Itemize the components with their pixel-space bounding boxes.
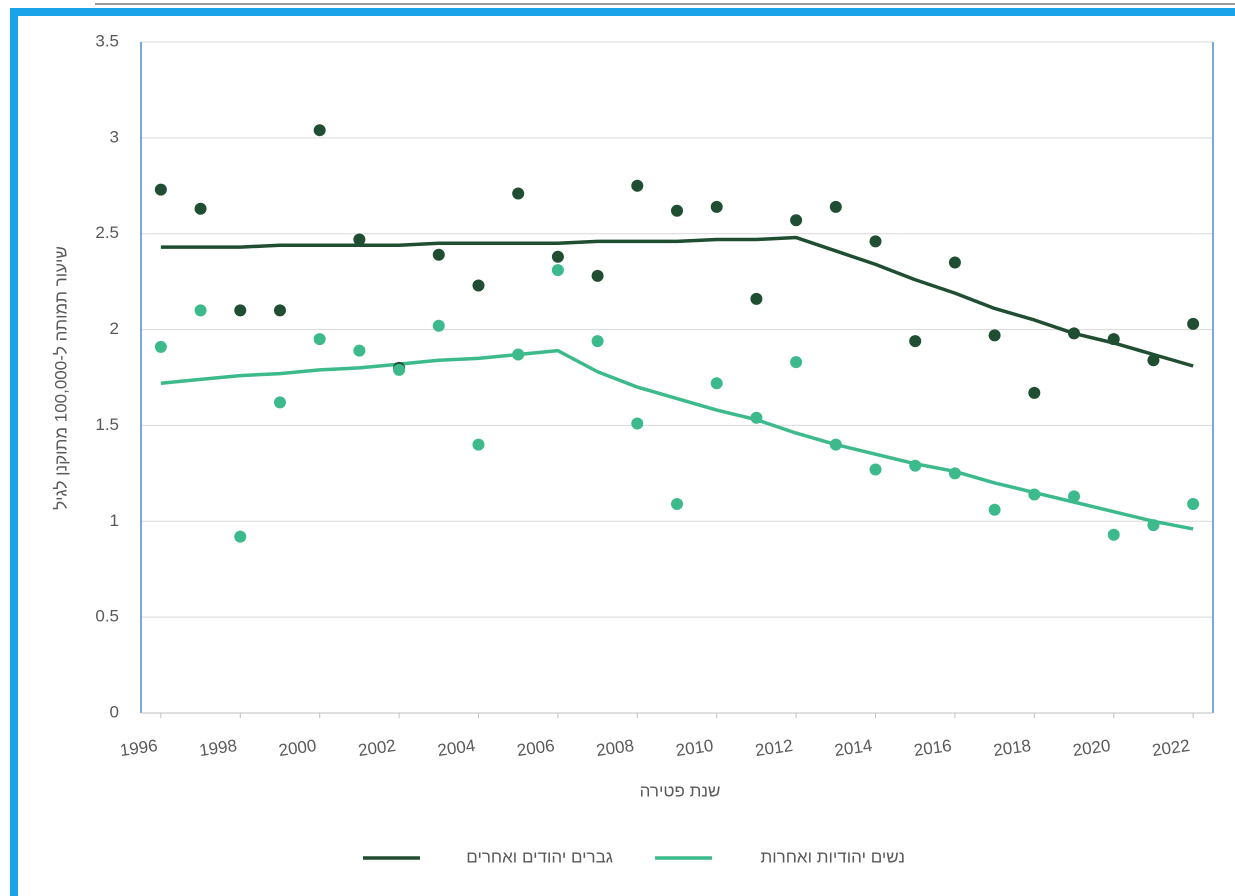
trend-line <box>160 348 1194 531</box>
y-axis-title: שיעור תמותה ל-100,000 מתוקנן לגיל <box>51 246 70 510</box>
point <box>234 530 247 543</box>
legend-label: גברים יהודים ואחרים <box>466 847 613 866</box>
point <box>1187 317 1200 330</box>
point <box>750 292 763 305</box>
point <box>710 377 723 390</box>
y-tick-label: 3.5 <box>95 31 119 50</box>
y-tick-label: 0 <box>110 702 119 721</box>
point <box>1187 498 1200 511</box>
point <box>432 319 445 332</box>
y-tick-label: 0.5 <box>95 607 119 626</box>
y-tick-label: 3 <box>110 127 119 146</box>
point <box>1107 528 1120 541</box>
point <box>512 348 525 361</box>
y-tick-label: 2 <box>110 319 119 338</box>
point <box>194 202 207 215</box>
point <box>393 363 406 376</box>
y-tick-label: 1 <box>110 511 119 530</box>
point <box>790 214 803 227</box>
point <box>353 233 366 246</box>
point <box>194 304 207 317</box>
point <box>472 438 485 451</box>
point <box>234 304 247 317</box>
point <box>472 279 485 292</box>
point <box>988 503 1001 516</box>
point <box>1068 327 1081 340</box>
point <box>154 183 167 196</box>
point <box>671 498 683 511</box>
point <box>353 344 366 357</box>
point <box>1068 490 1081 503</box>
y-tick-label: 2.5 <box>95 223 119 242</box>
point <box>1147 519 1160 532</box>
point <box>829 438 842 451</box>
point <box>869 235 882 248</box>
point <box>631 179 644 192</box>
point <box>273 304 286 317</box>
point <box>313 124 326 137</box>
point <box>829 200 842 213</box>
point <box>909 459 922 472</box>
point <box>432 248 445 261</box>
point <box>154 340 167 353</box>
point <box>591 269 604 282</box>
point <box>909 335 922 348</box>
point <box>671 204 683 217</box>
point <box>273 396 286 409</box>
point <box>869 463 882 476</box>
point <box>512 187 525 200</box>
point <box>1147 354 1160 367</box>
x-axis-title: שנת פטירה <box>640 781 721 800</box>
point <box>551 264 564 277</box>
point <box>750 411 763 424</box>
y-tick-label: 1.5 <box>95 415 119 434</box>
legend-label: נשים יהודיות ואחרות <box>760 847 905 866</box>
point <box>710 200 723 213</box>
point <box>1028 386 1041 399</box>
frame-top <box>10 8 1235 16</box>
point <box>790 356 803 369</box>
point <box>948 256 961 269</box>
point <box>948 467 961 480</box>
point <box>988 329 1001 342</box>
trend-line <box>160 235 1194 368</box>
point <box>551 250 564 263</box>
point <box>313 333 326 346</box>
frame-left <box>10 8 18 896</box>
point <box>591 335 604 348</box>
point <box>1028 488 1041 501</box>
point <box>1107 333 1120 346</box>
point <box>631 417 644 430</box>
